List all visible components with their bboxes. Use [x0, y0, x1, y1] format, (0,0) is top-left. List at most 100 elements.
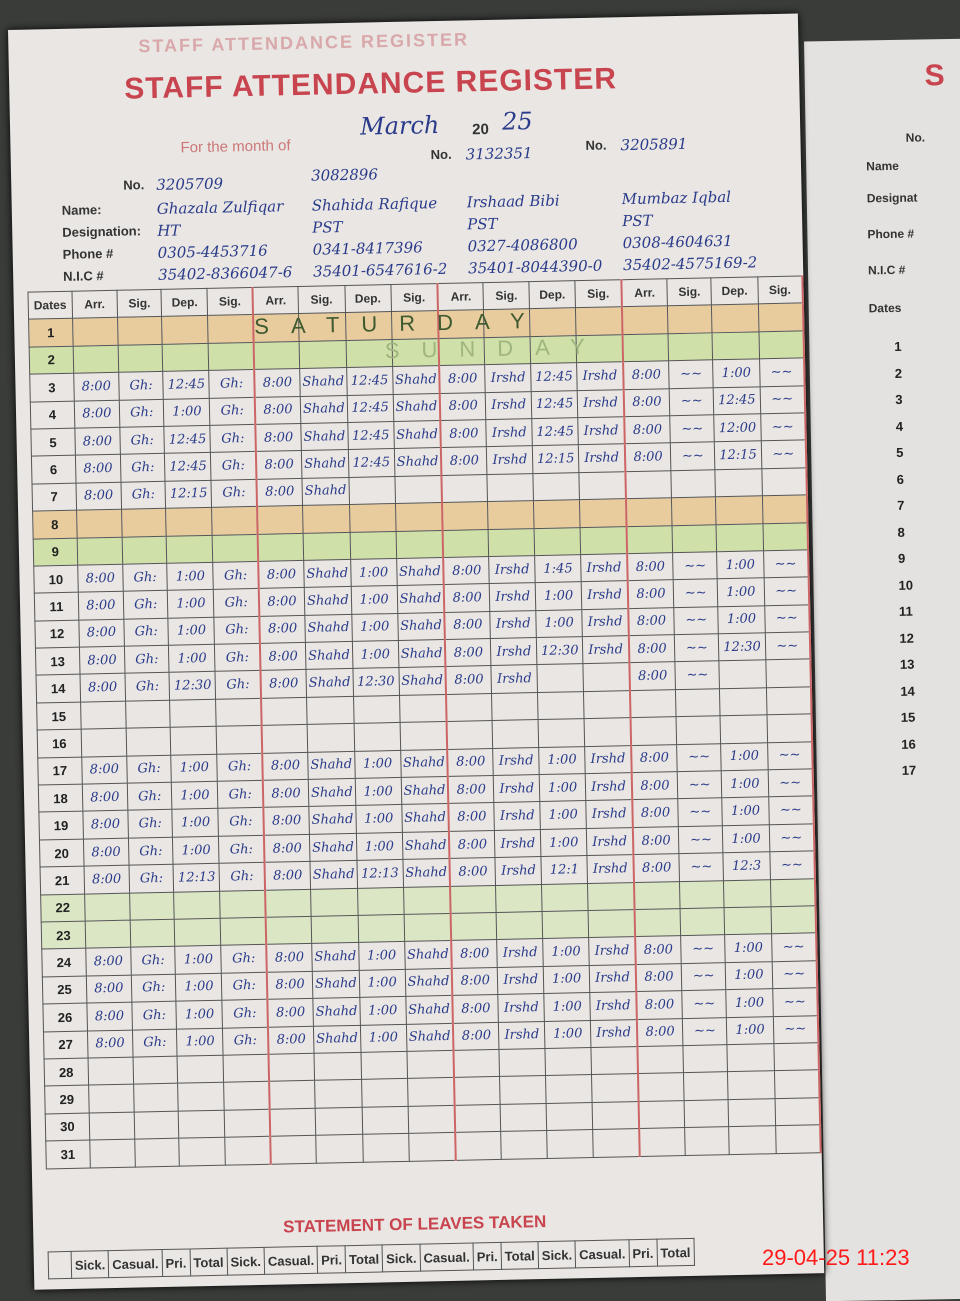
signature-cell: Shahd: [398, 639, 446, 668]
arrival-cell: 8:00: [632, 826, 679, 855]
departure-cell: 12:45: [530, 362, 578, 392]
signature-cell: [770, 905, 817, 935]
arrival-cell: 8:00: [73, 372, 120, 401]
right-page-date: 2: [894, 365, 903, 381]
signature-cell: Irshd: [580, 553, 628, 582]
departure-cell: [729, 1125, 776, 1155]
signature-cell: Shahd: [310, 860, 358, 889]
dates-header: Dates: [27, 291, 73, 320]
signature-cell: [311, 915, 359, 944]
signature-cell: Shahd: [312, 970, 360, 999]
arrival-cell: 8:00: [445, 665, 492, 695]
departure-cell: 1:00: [358, 941, 405, 971]
right-page-date: 14: [900, 683, 915, 699]
signature-cell: Irshd: [577, 416, 625, 445]
arrival-cell: [630, 716, 677, 746]
signature-cell: Irshd: [489, 555, 536, 584]
arrival-cell: 8:00: [264, 861, 311, 890]
arrival-cell: [80, 701, 127, 730]
signature-cell: Shahd: [398, 666, 447, 696]
leave-column-header: Pri.: [628, 1239, 658, 1267]
signature-cell: Irshd: [490, 637, 538, 666]
signature-cell: Gh:: [221, 972, 268, 1001]
date-cell: 4: [30, 400, 75, 430]
departure-cell: 1:00: [350, 558, 397, 587]
staff-no-3: 3132351: [465, 144, 533, 164]
right-page-date: 7: [896, 497, 905, 513]
staff-no-2: 3082896: [310, 165, 379, 185]
arrival-cell: [269, 1080, 316, 1109]
signature-cell: Shahd: [404, 940, 452, 970]
signature-cell: [671, 496, 717, 526]
signature-cell: ~~: [677, 770, 723, 800]
signature-cell: [225, 1136, 271, 1165]
signature-cell: [126, 727, 172, 756]
arrival-cell: [450, 912, 498, 941]
departure-cell: 1:00: [358, 969, 406, 998]
signature-cell: [583, 690, 631, 719]
name-label: Name:: [61, 202, 102, 218]
departure-cell: 1:00: [175, 972, 223, 1002]
signature-cell: [220, 889, 266, 919]
arrival-cell: [453, 1049, 500, 1078]
arrival-cell: 8:00: [260, 669, 307, 699]
arrival-cell: [629, 689, 677, 718]
departure-cell: 1:00: [543, 992, 591, 1022]
departure-cell: 1:00: [355, 804, 403, 834]
departure-cell: [353, 722, 401, 752]
date-cell: 27: [43, 1030, 88, 1059]
departure-cell: [711, 304, 759, 333]
arrival-cell: [265, 888, 312, 918]
right-page-title: S: [924, 59, 945, 93]
signature-cell: Gh:: [221, 944, 267, 973]
signature-cell: Shahd: [404, 968, 453, 997]
arrival-cell: 8:00: [452, 994, 499, 1023]
arrival-cell: [87, 1057, 134, 1086]
departure-cell: [723, 879, 771, 908]
departure-cell: 12:45: [531, 390, 578, 419]
staff-info: Ghazala Zulfiqar HT 0305-4453716 35402-8366…: [8, 13, 798, 284]
signature-cell: Irshd: [589, 964, 637, 993]
right-page-date: 1: [894, 338, 902, 354]
leave-column-header: Casual.: [419, 1243, 474, 1272]
departure-cell: 1:00: [176, 1000, 223, 1029]
date-cell: 17: [37, 756, 83, 786]
signature-cell: [588, 909, 636, 938]
signature-cell: [765, 686, 812, 716]
departure-cell: 1:00: [352, 640, 399, 669]
signature-cell: Shahd: [401, 803, 450, 833]
signature-cell: ~~: [680, 935, 726, 964]
right-page-label: Dates: [868, 300, 902, 316]
column-header: Sig.: [483, 281, 530, 310]
arrival-cell: 8:00: [451, 939, 498, 969]
arrival-cell: [637, 1072, 685, 1102]
date-cell: 13: [35, 647, 80, 676]
date-cell: 5: [30, 428, 76, 457]
signature-cell: [684, 1126, 730, 1156]
departure-cell: 12:45: [347, 421, 395, 450]
departure-cell: [727, 1071, 775, 1100]
signature-cell: Irshd: [497, 966, 544, 995]
departure-cell: [353, 695, 400, 724]
signature-cell: [575, 307, 623, 336]
arrival-cell: 8:00: [628, 634, 675, 664]
arrival-cell: 8:00: [633, 853, 680, 883]
signature-cell: ~~: [681, 962, 727, 991]
date-cell: 15: [36, 701, 81, 731]
leave-column-header: Pri.: [472, 1242, 502, 1271]
signature-cell: [672, 524, 718, 553]
arrival-cell: [634, 908, 681, 937]
column-header: Sig.: [757, 275, 803, 305]
departure-cell: 12:15: [165, 480, 212, 509]
arrival-cell: 8:00: [449, 857, 496, 887]
departure-cell: [546, 1129, 594, 1158]
departure-cell: 1:00: [176, 1027, 224, 1057]
signature-cell: Shahd: [301, 449, 349, 479]
arrival-cell: 8:00: [79, 673, 126, 702]
signature-cell: [773, 1070, 820, 1099]
arrival-cell: 8:00: [258, 587, 305, 617]
signature-cell: ~~: [678, 825, 724, 854]
signature-cell: ~~: [772, 987, 818, 1017]
arrival-cell: 8:00: [447, 775, 495, 804]
signature-cell: Irshd: [498, 993, 545, 1022]
